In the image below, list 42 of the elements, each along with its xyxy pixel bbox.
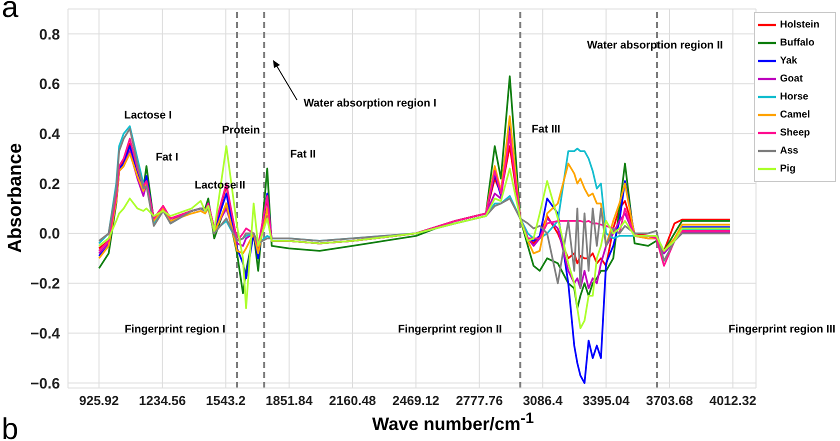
annotation: Protein <box>222 124 260 138</box>
text: b <box>2 413 18 441</box>
annotation: Fingerprint region I <box>124 324 226 336</box>
y-tick-label: 0.4 <box>39 126 61 143</box>
annotation: Fat III <box>532 124 560 136</box>
annotation: Fat I <box>156 152 178 164</box>
annotation: Lactose I <box>124 110 172 122</box>
annotation: Fat II <box>290 148 316 162</box>
y-tick-label: −0.4 <box>30 325 61 342</box>
x-tick-label: 2160.48 <box>329 393 376 408</box>
y-tick-label: −0.6 <box>30 375 60 392</box>
text: a <box>2 0 18 24</box>
y-axis-title: Absorbance <box>5 143 27 253</box>
x-axis-title: Wave number/cm$^{-1}$ <box>371 410 535 435</box>
legend-label: Buffalo <box>780 38 814 49</box>
legend-label: Horse <box>780 92 808 103</box>
y-tick-label: 0.6 <box>39 76 60 94</box>
y-tick-label: 0.8 <box>39 26 60 44</box>
x-tick-label: 3395.04 <box>582 393 630 408</box>
legend-label: Sheep <box>780 128 810 139</box>
x-tick-label: 1543.2 <box>206 393 246 408</box>
y-tick-label: −0.2 <box>30 276 60 293</box>
x-tick-label: 1234.56 <box>138 393 186 408</box>
annotation: Fingerprint region II <box>398 324 502 336</box>
y-tick-label: 0.2 <box>39 176 60 193</box>
x-tick-label: 4012.32 <box>709 393 756 408</box>
annotation: Fingerprint region III <box>728 324 836 336</box>
x-tick-label: 1851.84 <box>266 393 314 408</box>
legend-label: Pig <box>780 164 796 175</box>
legend-label: Yak <box>780 56 798 67</box>
x-tick-label: 2777.76 <box>456 393 503 408</box>
annotation: Water absorption region I <box>304 98 436 110</box>
legend-label: Goat <box>780 74 803 85</box>
x-tick-label: 925.92 <box>79 393 119 408</box>
y-tick-label: 0.0 <box>39 226 60 243</box>
legend-label: Ass <box>780 146 798 157</box>
annotation: Water absorption region II <box>587 40 723 52</box>
x-tick-label: 2469.12 <box>392 393 440 408</box>
x-tick-label: 3086.4 <box>522 393 564 408</box>
legend-label: Holstein <box>780 20 820 31</box>
legend-label: Camel <box>780 110 810 121</box>
x-tick-label: 3703.68 <box>646 393 693 408</box>
